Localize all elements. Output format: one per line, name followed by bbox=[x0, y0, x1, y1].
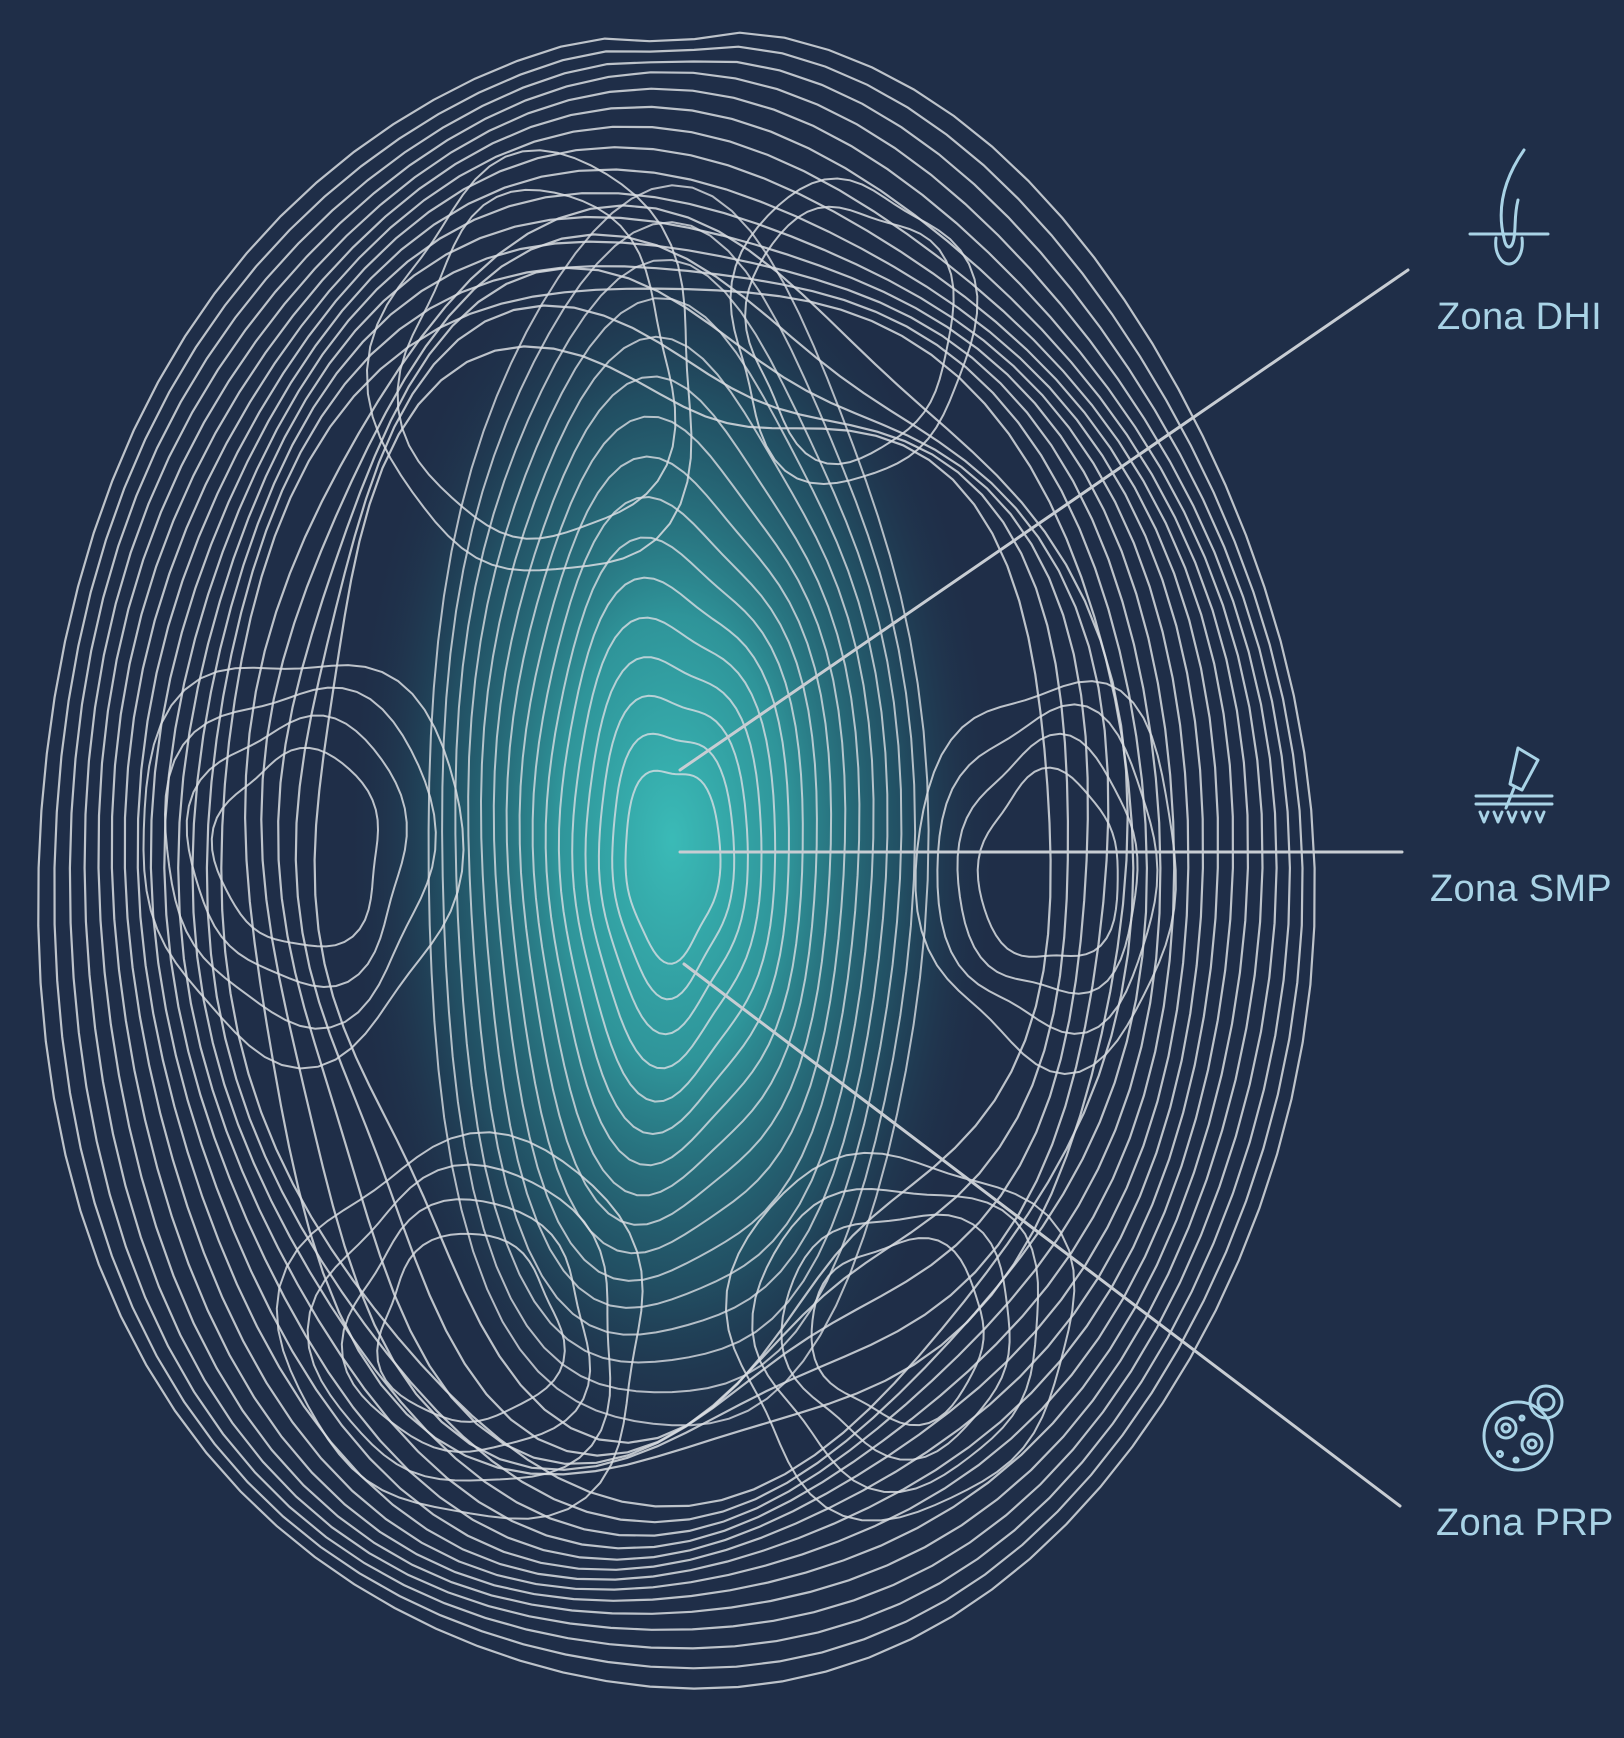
central-contour-line bbox=[571, 616, 777, 1103]
outer-contour-line bbox=[37, 31, 1316, 1690]
bottom-left-lobe-contour bbox=[275, 1131, 644, 1520]
leader-line-dhi bbox=[678, 268, 1410, 772]
zone-prp-label: Zona PRP bbox=[1436, 1502, 1614, 1544]
central-contour-line bbox=[557, 576, 790, 1136]
mid-contour-line bbox=[313, 345, 1052, 1444]
central-contour-line bbox=[518, 455, 833, 1226]
outer-contour-line bbox=[136, 146, 1219, 1581]
mid-contour-line bbox=[277, 266, 1089, 1465]
left-lobe-contour bbox=[163, 686, 437, 1030]
platelet-cells-icon bbox=[1482, 1384, 1564, 1472]
top-right-lobe-contour bbox=[744, 205, 955, 466]
outer-contour-line bbox=[163, 192, 1190, 1561]
mid-contour-line bbox=[260, 233, 1110, 1471]
central-contour-line bbox=[467, 297, 889, 1336]
central-contour-line bbox=[584, 656, 763, 1070]
bottom-right-lobe-contour bbox=[810, 1237, 985, 1427]
bottom-right-lobe-contour bbox=[780, 1213, 1011, 1461]
central-contour-line bbox=[597, 694, 749, 1036]
central-contour-line bbox=[624, 769, 722, 965]
outer-contour-line bbox=[83, 71, 1278, 1631]
outer-contour-line bbox=[220, 287, 1135, 1508]
leader-lines bbox=[678, 268, 1410, 1508]
zone-smp-label: Zona SMP bbox=[1430, 868, 1612, 910]
bottom-left-lobe-contour bbox=[340, 1198, 592, 1453]
right-lobe-contour bbox=[936, 703, 1159, 1035]
mid-contour-line bbox=[294, 304, 1070, 1457]
outer-contour-line bbox=[205, 265, 1149, 1524]
top-left-lobe-contour bbox=[365, 149, 693, 572]
outer-contour-line bbox=[53, 45, 1304, 1670]
bottom-right-lobe-contour bbox=[724, 1151, 1076, 1522]
lobe-contours bbox=[142, 149, 1177, 1522]
right-lobe-contour bbox=[976, 766, 1119, 958]
central-contour-line bbox=[427, 184, 930, 1427]
bottom-left-lobe-contour bbox=[376, 1232, 566, 1423]
hair-follicle-icon bbox=[1468, 148, 1550, 266]
central-contour-line bbox=[479, 335, 875, 1309]
top-left-lobe-contour bbox=[396, 188, 677, 540]
outer-contour-line bbox=[97, 87, 1264, 1615]
central-contour-line bbox=[454, 258, 903, 1364]
central-contours bbox=[427, 184, 930, 1427]
outer-contour-line bbox=[123, 125, 1235, 1591]
bottom-left-lobe-contour bbox=[306, 1163, 612, 1482]
left-lobe-contour bbox=[210, 746, 380, 948]
top-right-lobe-contour bbox=[729, 177, 979, 486]
central-contour-line bbox=[492, 375, 861, 1282]
left-lobe-contour bbox=[185, 714, 408, 989]
central-contour-line bbox=[544, 536, 804, 1167]
central-contour-line bbox=[531, 495, 818, 1197]
right-lobe-contour bbox=[956, 732, 1139, 995]
zone-dhi-label: Zona DHI bbox=[1437, 296, 1603, 338]
central-contour-line bbox=[611, 732, 736, 1001]
leader-line-prp bbox=[682, 962, 1402, 1508]
outer-contour-line bbox=[177, 215, 1176, 1550]
micropigmentation-needle-icon bbox=[1474, 746, 1554, 824]
outer-contour-line bbox=[110, 105, 1250, 1602]
right-lobe-contour bbox=[914, 680, 1177, 1076]
central-contour-line bbox=[441, 221, 917, 1394]
outer-contour-line bbox=[149, 168, 1205, 1571]
mid-contour-line bbox=[243, 204, 1129, 1476]
central-contour-line bbox=[505, 415, 847, 1255]
left-lobe-contour bbox=[142, 664, 465, 1070]
bottom-right-lobe-contour bbox=[751, 1187, 1040, 1494]
outer-contour-line bbox=[68, 60, 1292, 1650]
outer-contours bbox=[37, 31, 1316, 1690]
